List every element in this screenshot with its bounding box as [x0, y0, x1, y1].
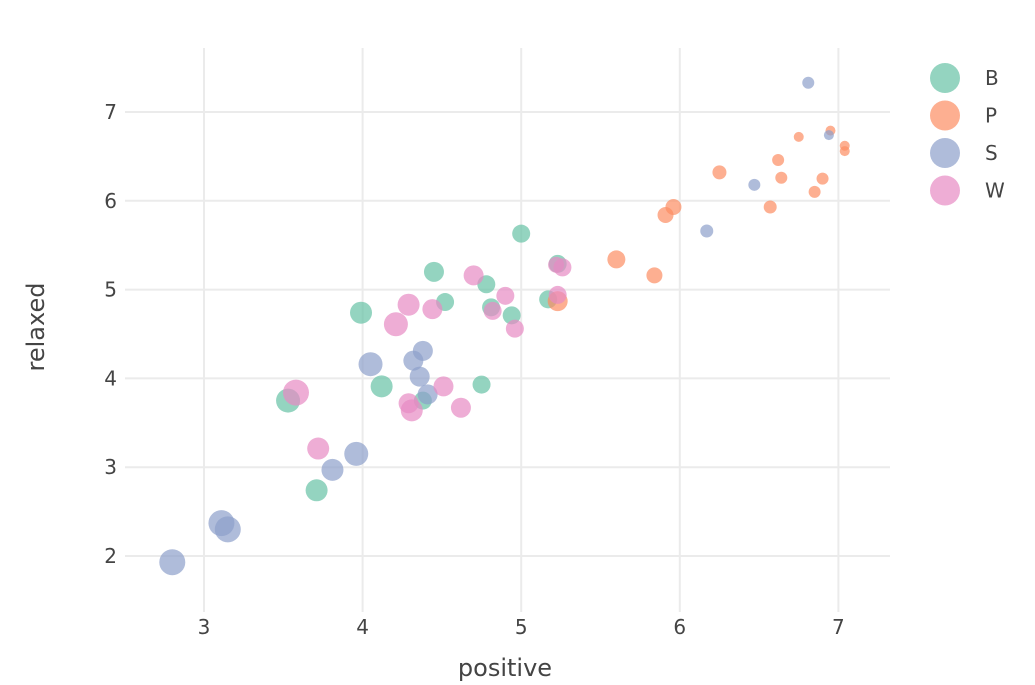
legend-label: B — [985, 66, 999, 90]
data-point-P — [816, 172, 829, 185]
x-tick-label: 3 — [198, 615, 211, 639]
data-point-S — [417, 384, 438, 405]
data-point-W — [450, 397, 471, 418]
y-tick-label: 3 — [104, 455, 117, 479]
legend-marker — [930, 100, 960, 131]
data-point-W — [548, 285, 567, 304]
data-point-W — [400, 399, 423, 422]
y-tick-label: 6 — [104, 189, 117, 213]
data-point-W — [307, 437, 330, 460]
data-point-W — [397, 293, 420, 316]
legend-marker — [930, 175, 960, 206]
data-point-P — [775, 171, 788, 184]
data-point-W — [383, 312, 408, 337]
x-tick-label: 6 — [673, 615, 686, 639]
data-point-P — [646, 267, 663, 284]
data-point-P — [763, 200, 777, 214]
data-point-B — [305, 479, 328, 502]
data-point-P — [712, 165, 727, 180]
data-point-P — [839, 146, 850, 157]
data-points — [159, 76, 850, 576]
x-tick-label: 5 — [515, 615, 528, 639]
data-point-S — [403, 350, 424, 371]
data-point-S — [748, 178, 761, 191]
data-point-W — [422, 299, 443, 320]
data-point-P — [665, 199, 682, 216]
data-point-B — [350, 301, 373, 324]
data-point-W — [505, 319, 524, 338]
data-point-B — [423, 261, 444, 282]
y-tick-label: 7 — [104, 100, 117, 124]
data-point-S — [321, 458, 344, 481]
legend-item-W: W — [930, 175, 1005, 206]
x-tick-label: 4 — [356, 615, 369, 639]
y-tick-label: 5 — [104, 278, 117, 302]
legend-marker — [930, 63, 960, 93]
legend-label: S — [985, 141, 998, 165]
data-point-S — [802, 76, 815, 89]
legend-marker — [930, 138, 960, 168]
data-point-P — [607, 250, 626, 269]
legend-item-S: S — [930, 138, 998, 168]
legend-label: W — [985, 179, 1005, 203]
data-point-S — [700, 224, 714, 238]
legend-item-P: P — [930, 100, 997, 131]
data-point-W — [463, 265, 484, 286]
data-point-S — [409, 366, 430, 387]
y-axis-label: relaxed — [22, 283, 50, 372]
data-point-S — [159, 549, 186, 576]
tick-labels: 3 4 5 6 7 2 3 4 5 6 7 — [104, 100, 845, 639]
data-point-S — [358, 352, 383, 377]
data-point-P — [808, 185, 821, 198]
data-point-B — [472, 375, 491, 394]
data-point-W — [496, 286, 515, 305]
data-point-W — [483, 301, 502, 320]
data-point-S — [823, 130, 834, 141]
data-point-B — [512, 224, 531, 243]
data-point-W — [433, 376, 454, 397]
data-point-B — [370, 375, 393, 398]
data-point-S — [214, 516, 241, 543]
y-tick-label: 2 — [104, 544, 117, 568]
legend-label: P — [985, 104, 997, 128]
data-point-W — [553, 258, 572, 277]
x-tick-label: 7 — [832, 615, 845, 639]
data-point-P — [772, 153, 785, 166]
data-point-S — [344, 441, 369, 466]
y-tick-label: 4 — [104, 366, 117, 390]
legend-item-B: B — [930, 63, 999, 93]
data-point-P — [793, 131, 804, 142]
x-axis-label: positive — [458, 654, 552, 681]
data-point-W — [282, 379, 309, 406]
